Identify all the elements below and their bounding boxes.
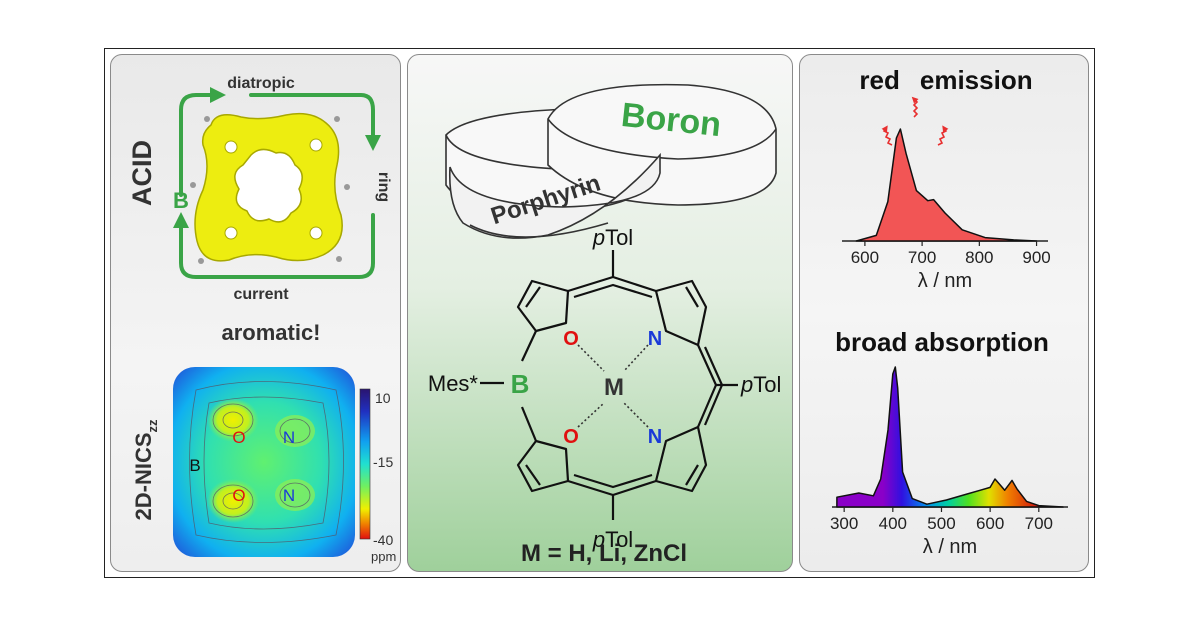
nics-oxygen-label-1: O: [232, 428, 245, 447]
nics-nitrogen-label-2: N: [283, 486, 295, 505]
ptol-top-label: pTol: [592, 225, 633, 250]
spectra-graphic: red emission 600 700 800 900 λ / nm broad abs…: [830, 65, 1068, 558]
aromatic-label: aromatic!: [221, 320, 320, 345]
absorption-title: broad absorption: [835, 327, 1049, 357]
x-tick-label-0-2: 800: [965, 248, 993, 267]
acid-label: ACID: [127, 140, 157, 206]
ptol-right-label: pTol: [740, 372, 781, 397]
metal-list: M = H, Li, ZnCl: [521, 540, 687, 567]
oxygen-atom-bottom: O: [563, 426, 579, 448]
acid-isosurface: [190, 112, 350, 264]
x-tick-label-0-1: 700: [908, 248, 936, 267]
x-tick-label-1-0: 300: [830, 514, 858, 533]
ring-current-arrows: [173, 87, 381, 279]
absorption-chart: 300 400 500 600 700 λ / nm: [830, 366, 1068, 558]
nics-nitrogen-label-1: N: [283, 428, 295, 447]
emission-chart: 600 700 800 900 λ / nm: [842, 128, 1051, 292]
x-tick-label-1-1: 400: [879, 514, 907, 533]
colorbar-unit: ppm: [371, 549, 396, 564]
structure-graphic: Boron Porphyrin: [428, 83, 781, 567]
x-axis-label-0: λ / nm: [918, 270, 972, 292]
porphyrin-skeleton: [480, 250, 738, 520]
colorbar-mid: -15: [373, 454, 393, 470]
acid-boron-label: B: [173, 188, 189, 213]
metal-atom: M: [604, 374, 624, 401]
figure-frame: ACID diatropic ring current B: [104, 48, 1095, 578]
nics-oxygen-label-2: O: [232, 486, 245, 505]
x-tick-label-1-2: 500: [927, 514, 955, 533]
nitrogen-atom-top: N: [648, 328, 662, 350]
nics-map: B O N O N: [173, 367, 355, 557]
x-axis-label-1: λ / nm: [923, 536, 977, 558]
nics-boron-label: B: [189, 456, 200, 475]
nitrogen-atom-bottom: N: [648, 426, 662, 448]
boron-atom: B: [511, 369, 530, 399]
x-tick-label-1-4: 700: [1025, 514, 1053, 533]
emission-arrows: [881, 96, 949, 146]
x-tick-label-0-0: 600: [851, 248, 879, 267]
nics-colorbar: [359, 388, 371, 540]
mes-label: Mes*: [428, 371, 479, 396]
interlocking-rings: [445, 83, 777, 239]
current-label: current: [233, 286, 289, 303]
spectrum-area-0: [855, 128, 1038, 242]
spectra-panel: red emission 600 700 800 900 λ / nm broad abs…: [799, 54, 1089, 572]
x-tick-label-0-3: 900: [1022, 248, 1050, 267]
diatropic-label: diatropic: [227, 75, 295, 92]
spectrum-area-1: [836, 366, 1064, 508]
ring-label: ring: [375, 172, 392, 202]
metal-coordination-bonds: [577, 344, 649, 428]
colorbar-max: 10: [375, 390, 391, 406]
emission-title: red emission: [859, 65, 1032, 95]
acid-nics-graphic: ACID diatropic ring current B: [127, 75, 396, 564]
structure-panel: Boron Porphyrin: [407, 54, 793, 572]
acid-nics-panel: ACID diatropic ring current B: [110, 54, 401, 572]
ptol-bottom-label: pTol: [592, 527, 633, 552]
x-tick-label-1-3: 600: [976, 514, 1004, 533]
colorbar-min: -40: [373, 532, 393, 548]
oxygen-atom-top: O: [563, 328, 579, 350]
nics-label: 2D-NICSzz: [131, 419, 160, 521]
